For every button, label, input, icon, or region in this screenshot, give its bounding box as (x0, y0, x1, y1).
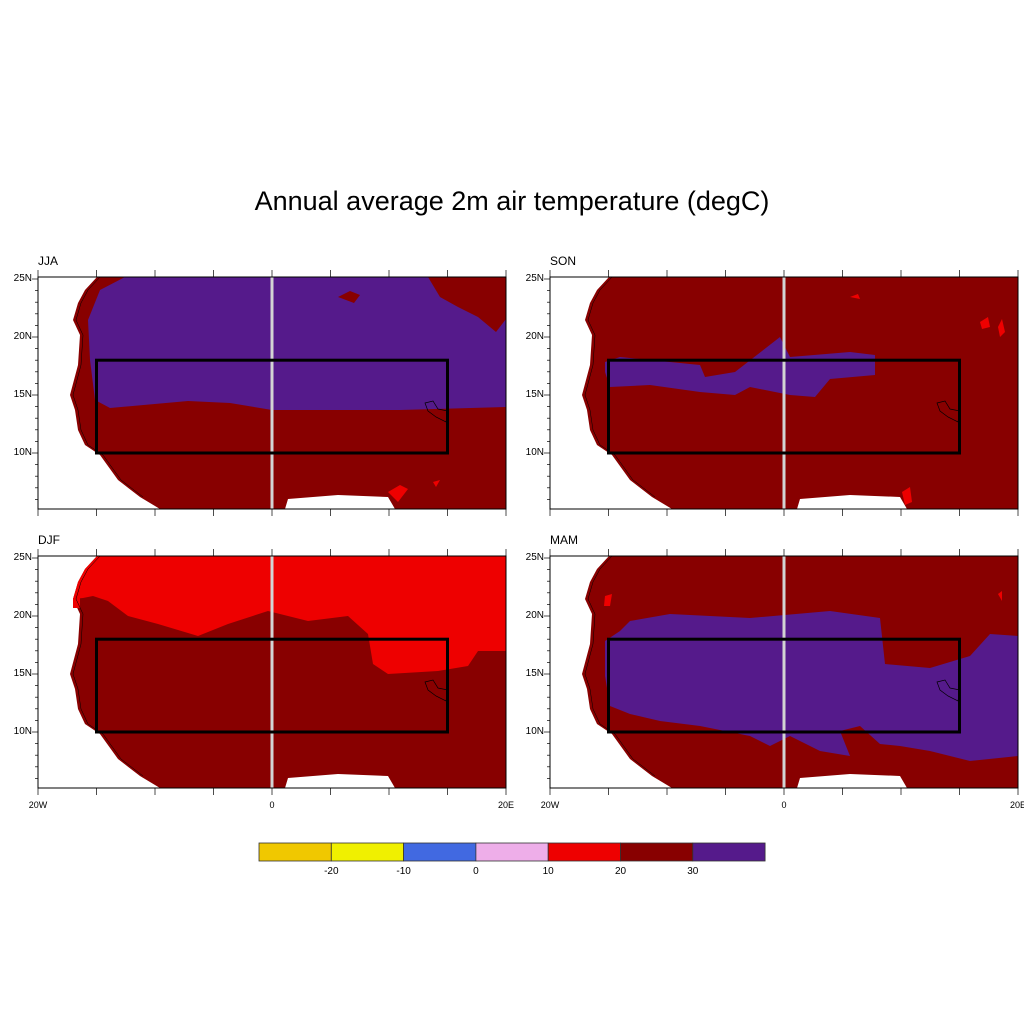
lat-tick-label: 25N (13, 273, 32, 284)
coastline (72, 555, 144, 777)
lat-tick-label: 20N (525, 610, 544, 621)
lon-tick-label: 0 (269, 800, 275, 810)
map-panel-djf (32, 549, 507, 795)
lat-tick-label: 25N (525, 552, 544, 563)
panel-label-mam: MAM (550, 533, 578, 547)
panel-label-jja: JJA (38, 254, 59, 268)
lat-tick-label: 20N (525, 331, 544, 342)
region-box (95, 637, 449, 734)
lat-tick-label: 15N (13, 389, 32, 400)
lat-tick-label: 20N (13, 331, 32, 342)
panel-label-djf: DJF (38, 533, 60, 547)
map-panel-son (544, 270, 1019, 516)
colorbar-box (330, 842, 405, 862)
colorbar-box (620, 842, 694, 862)
panel-label-son: SON (550, 254, 577, 268)
colorbar-label: -20 (324, 866, 339, 877)
coastline (72, 276, 144, 498)
temperature-region (980, 317, 990, 329)
colorbar-box (258, 842, 332, 862)
colorbar-box (403, 842, 477, 862)
lat-tick-label: 10N (13, 447, 32, 458)
lon-tick-label: 0 (781, 800, 787, 810)
colorbar-label: 0 (473, 866, 479, 877)
lon-tick-label: 20E (497, 800, 514, 810)
lat-tick-label: 25N (525, 273, 544, 284)
colorbar-label: 10 (542, 866, 554, 877)
temperature-region (388, 485, 408, 502)
map-panel-mam (544, 549, 1019, 795)
lon-tick-label: 20E (1009, 800, 1024, 810)
coastline (584, 555, 656, 777)
temperature-region (998, 319, 1005, 337)
temperature-region (88, 277, 506, 410)
temperature-region (902, 487, 912, 505)
colorbar-label: 20 (614, 866, 627, 877)
temperature-region (73, 598, 80, 608)
region-box (95, 358, 449, 455)
lat-tick-label: 25N (13, 552, 32, 563)
temperature-region (338, 291, 360, 303)
map-panel-jja (32, 270, 507, 516)
figure-title: Annual average 2m air temperature (degC) (254, 186, 770, 216)
lat-tick-label: 20N (13, 610, 32, 621)
temperature-region (605, 337, 875, 397)
colorbar-label: 30 (687, 866, 699, 877)
colorbar-label: -10 (396, 866, 411, 877)
temperature-region (605, 611, 1018, 761)
colorbar-box (692, 842, 766, 862)
temperature-region (433, 480, 440, 487)
temperature-region (604, 594, 612, 606)
lat-tick-label: 15N (13, 668, 32, 679)
region-box (607, 358, 961, 455)
temperature-region (850, 294, 860, 299)
lat-tick-label: 10N (525, 447, 544, 458)
colorbar-box (547, 842, 621, 862)
lat-tick-label: 15N (525, 389, 544, 400)
coastline (584, 276, 656, 498)
lat-tick-label: 10N (13, 726, 32, 737)
lon-tick-label: 20W (540, 800, 560, 810)
region-box (607, 637, 961, 734)
lon-tick-label: 20W (28, 800, 48, 810)
colorbar-box (475, 842, 549, 862)
lat-tick-label: 15N (525, 668, 544, 679)
temperature-region (73, 556, 506, 674)
lat-tick-label: 10N (525, 726, 544, 737)
temperature-region (998, 591, 1002, 601)
